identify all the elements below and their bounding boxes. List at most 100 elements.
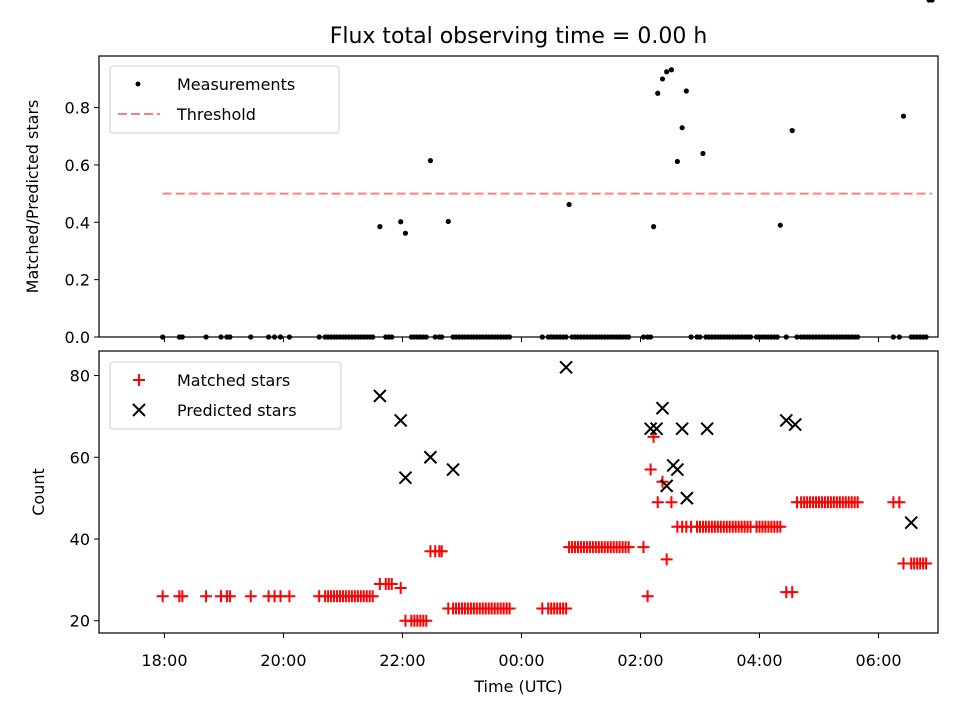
chart-title: Flux total observing time = 0.00 h — [330, 24, 708, 49]
measurements-point — [427, 158, 434, 164]
x-tick-label: 20:00 — [260, 651, 306, 670]
predicted-stars-point — [700, 421, 714, 436]
y-tick-label: 0.8 — [65, 99, 90, 118]
legend-threshold-label: Threshold — [176, 105, 256, 124]
predicted-stars-point — [904, 515, 918, 530]
matched-stars-point — [651, 496, 664, 509]
matched-stars-point — [560, 602, 573, 615]
predicted-stars-point — [670, 462, 685, 477]
count-panel-y-ticks: 20 40 60 80 — [70, 367, 99, 631]
x-axis-label: Time (UTC) — [473, 677, 562, 696]
measurements-point — [377, 224, 383, 230]
legend-predicted-marker — [132, 403, 146, 417]
measurements-point — [900, 113, 907, 119]
measurements-point — [929, 0, 935, 3]
measurements-point — [683, 88, 689, 94]
ratio-panel-y-label: Matched/Predicted stars — [23, 100, 42, 294]
measurements-point — [664, 69, 670, 75]
y-tick-label: 0.0 — [65, 328, 90, 347]
predicted-stars-point — [446, 462, 460, 477]
matched-stars-point — [420, 614, 433, 627]
x-tick-label: 06:00 — [855, 651, 901, 670]
matched-stars-point — [244, 590, 257, 603]
ratio-panel-legend: Measurements Threshold — [109, 65, 340, 134]
predicted-stars-point — [559, 360, 573, 375]
matched-stars-point — [176, 590, 189, 603]
ratio-panel-y-ticks: 0.0 0.2 0.4 0.6 0.8 — [65, 99, 99, 347]
matched-stars-point — [660, 553, 673, 566]
measurements-point — [674, 158, 680, 165]
predicted-stars-point — [779, 413, 793, 428]
x-tick-label: 02:00 — [617, 651, 663, 670]
y-tick-label: 60 — [70, 448, 90, 467]
measurements-point — [700, 150, 706, 157]
count-panel-plot-area — [156, 360, 933, 627]
x-tick-label: 04:00 — [736, 651, 782, 670]
predicted-stars-point — [655, 401, 670, 415]
predicted-stars-point — [649, 421, 664, 436]
legend-predicted-label: Predicted stars — [177, 401, 297, 420]
count-panel-legend-box — [109, 361, 342, 430]
y-tick-label: 80 — [70, 367, 90, 386]
ratio-panel-legend-box — [109, 65, 340, 134]
predicted-stars-point — [680, 491, 694, 505]
measurements-point — [668, 67, 675, 73]
predicted-stars-point — [659, 479, 674, 493]
predicted-stars-point — [398, 470, 413, 485]
x-tick-label: 18:00 — [141, 651, 187, 670]
count-panel-legend: Matched stars Predicted stars — [109, 361, 342, 430]
ratio-panel-x-ticks — [163, 337, 879, 342]
measurements-point — [398, 219, 404, 225]
matched-stars-point — [851, 496, 864, 509]
measurements-point — [445, 218, 451, 225]
matched-stars-point — [366, 590, 379, 603]
matched-stars-point — [920, 557, 933, 570]
legend-matched-marker — [133, 374, 145, 386]
measurements-point — [566, 201, 572, 208]
matched-stars-point — [893, 496, 906, 509]
matched-stars-point — [641, 590, 654, 603]
ratio-panel: 0.00.20.40.60.8 Matched/Predicted stars … — [23, 0, 939, 347]
matched-stars-point — [156, 590, 169, 603]
y-tick-label: 20 — [70, 612, 90, 631]
matched-stars-point — [200, 590, 213, 603]
measurements-point — [655, 90, 661, 96]
measurements-point — [679, 125, 685, 131]
matched-stars-point — [637, 541, 650, 554]
measurements-point — [777, 222, 783, 228]
y-tick-label: 0.4 — [65, 213, 90, 232]
measurements-point — [402, 230, 409, 236]
y-tick-label: 0.2 — [65, 271, 90, 290]
predicted-stars-point — [423, 450, 438, 464]
y-tick-label: 40 — [70, 530, 90, 549]
y-tick-label: 0.6 — [65, 156, 90, 175]
matched-stars-point — [786, 586, 799, 599]
predicted-stars-point — [788, 417, 802, 432]
count-panel-frame — [98, 350, 939, 634]
predicted-stars-point — [643, 421, 658, 436]
count-panel-x-ticks: 18:00 20:00 22:00 00:00 02:00 04:00 06:00 — [141, 633, 902, 670]
x-tick-label: 00:00 — [498, 651, 544, 670]
matched-stars-point — [644, 463, 657, 476]
ratio-panel-frame — [98, 55, 939, 338]
matched-stars-point — [223, 590, 236, 603]
legend-measurements-marker — [135, 81, 141, 87]
predicted-stars-point — [393, 413, 408, 428]
x-tick-label: 22:00 — [379, 651, 425, 670]
legend-measurements-label: Measurements — [177, 75, 295, 94]
ratio-panel-plot-area — [160, 0, 935, 340]
count-panel: 20 40 60 80 18:00 20:00 22:00 00:00 02:00 04:00 0… — [29, 350, 939, 670]
matched-stars-point — [283, 590, 296, 603]
predicted-stars-point — [373, 389, 387, 403]
measurements-point — [789, 127, 795, 134]
matched-stars-point — [385, 577, 398, 590]
matched-stars-point — [774, 520, 787, 533]
matched-stars-point — [622, 541, 635, 554]
count-panel-y-label: Count — [29, 468, 48, 516]
legend-matched-label: Matched stars — [177, 371, 290, 390]
matched-stars-point — [665, 496, 678, 509]
matched-stars-point — [503, 602, 516, 615]
measurements-point — [650, 224, 657, 230]
matched-stars-point — [435, 545, 448, 558]
